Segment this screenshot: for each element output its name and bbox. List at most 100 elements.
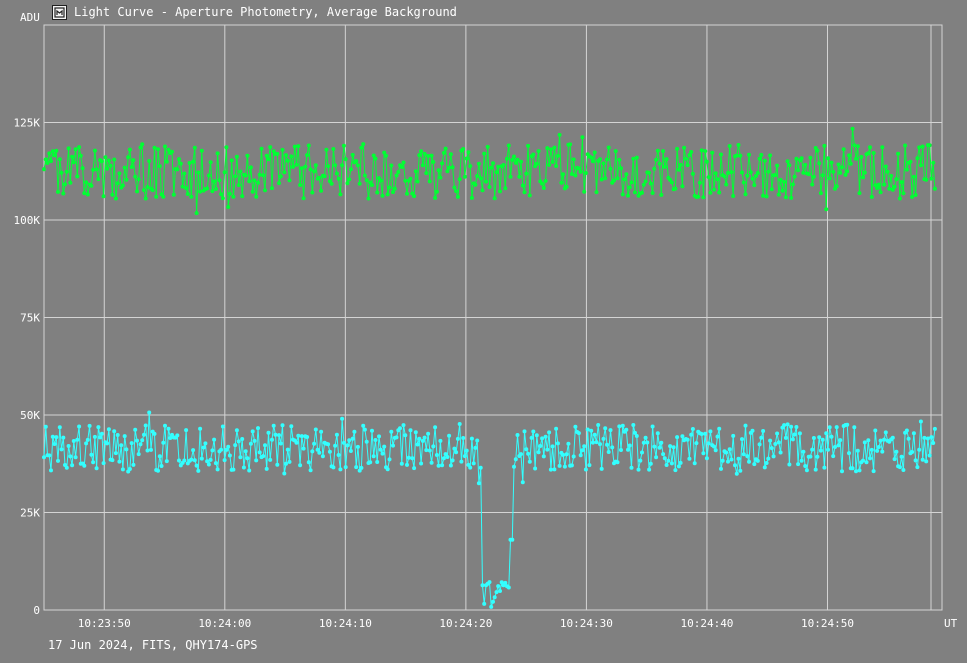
lower-series-point [838, 438, 843, 443]
upper-series-point [113, 196, 118, 201]
upper-series-point [736, 143, 741, 147]
upper-series-point [61, 191, 66, 196]
upper-series-point [391, 190, 395, 195]
lower-series-point [317, 450, 322, 455]
lower-series-point [42, 455, 46, 460]
upper-series-point [836, 162, 841, 167]
upper-series-point [827, 176, 832, 181]
lower-series-point [564, 452, 569, 457]
upper-series-point [264, 153, 269, 158]
lower-series-point [861, 458, 865, 463]
upper-series-point [794, 156, 799, 161]
lower-series-point [852, 425, 857, 430]
x-tick-label: 10:24:50 [801, 617, 854, 630]
lower-series-point [925, 436, 930, 441]
lower-series-point [664, 463, 669, 467]
upper-series-point [96, 177, 101, 182]
upper-series-point [329, 181, 334, 186]
lower-series-point [815, 454, 820, 459]
upper-series-point [491, 161, 495, 166]
lower-series-point [73, 455, 78, 460]
upper-series-point [541, 186, 546, 190]
lower-series-point [747, 459, 751, 464]
lower-series-point [447, 433, 452, 438]
upper-series-point [371, 153, 376, 158]
lower-series-point [694, 441, 699, 446]
upper-series-point [389, 163, 394, 168]
lower-series-point [433, 425, 438, 430]
lower-series-point [236, 439, 241, 444]
lower-series-point [364, 439, 369, 444]
lower-series-point [878, 438, 883, 443]
upper-series-point [147, 159, 152, 163]
upper-series-point [180, 184, 185, 189]
upper-series-point [127, 147, 132, 152]
lower-series-point [534, 433, 539, 438]
upper-series-point [133, 174, 138, 179]
lower-series-point [445, 455, 450, 459]
lower-series-point [631, 423, 636, 427]
upper-series-point [834, 184, 839, 189]
upper-series-point [306, 143, 311, 148]
upper-series-point [768, 153, 773, 158]
lower-series-point [43, 424, 48, 429]
upper-series-point [219, 192, 224, 197]
lower-series-point [296, 433, 301, 438]
upper-series-point [806, 172, 811, 177]
upper-series-point [106, 158, 111, 163]
lower-series-point [177, 458, 181, 463]
upper-series-point [296, 144, 301, 149]
lower-series-point [729, 457, 734, 462]
upper-series-point [469, 195, 474, 200]
upper-series-point [378, 178, 383, 183]
upper-series-point [49, 159, 53, 164]
upper-series-point [662, 164, 667, 169]
lower-series-point [261, 454, 266, 459]
lower-series-point [875, 448, 880, 453]
lower-series-point [633, 430, 637, 435]
upper-series-point [436, 168, 441, 173]
lower-series-point [336, 453, 341, 457]
chart-app-icon[interactable] [52, 4, 67, 20]
upper-series-point [843, 172, 848, 177]
lower-series-point [459, 459, 464, 464]
lower-series-point [469, 436, 474, 441]
upper-series-point [124, 177, 129, 182]
upper-series-point [440, 161, 445, 166]
lower-series-point [769, 446, 774, 451]
lower-series-point [66, 444, 71, 448]
upper-series-point [869, 194, 874, 199]
upper-series-point [687, 153, 692, 158]
upper-series-point [918, 163, 923, 168]
lower-series-point [669, 461, 674, 466]
upper-series-point [503, 186, 508, 191]
lower-series-point [252, 438, 257, 443]
upper-series-point [513, 160, 518, 165]
lower-series-point [59, 447, 64, 452]
upper-series-point [545, 146, 550, 151]
lower-series-point [671, 445, 676, 450]
lower-series-point [285, 447, 290, 452]
lower-series-point [280, 423, 285, 428]
lower-series-point [361, 423, 366, 428]
upper-series-point [817, 161, 822, 166]
upper-series-point [392, 186, 397, 191]
upper-series-point [678, 162, 683, 167]
upper-series-point [603, 176, 608, 181]
upper-series-point [310, 190, 315, 195]
upper-series-point [54, 148, 59, 153]
upper-series-point [408, 176, 413, 181]
upper-series-point [415, 179, 420, 184]
lower-series-point [922, 435, 927, 440]
upper-series-point [80, 166, 85, 171]
lower-series-point [785, 422, 790, 427]
lower-series-point [371, 454, 376, 459]
lower-series-point [415, 442, 420, 447]
upper-series-point [738, 153, 743, 158]
upper-series-point [50, 149, 55, 154]
upper-series-point [617, 157, 622, 162]
lower-series-point [724, 450, 729, 455]
lower-series-point [808, 454, 813, 459]
upper-series-point [438, 175, 443, 180]
x-tick-label: 10:24:30 [560, 617, 613, 630]
